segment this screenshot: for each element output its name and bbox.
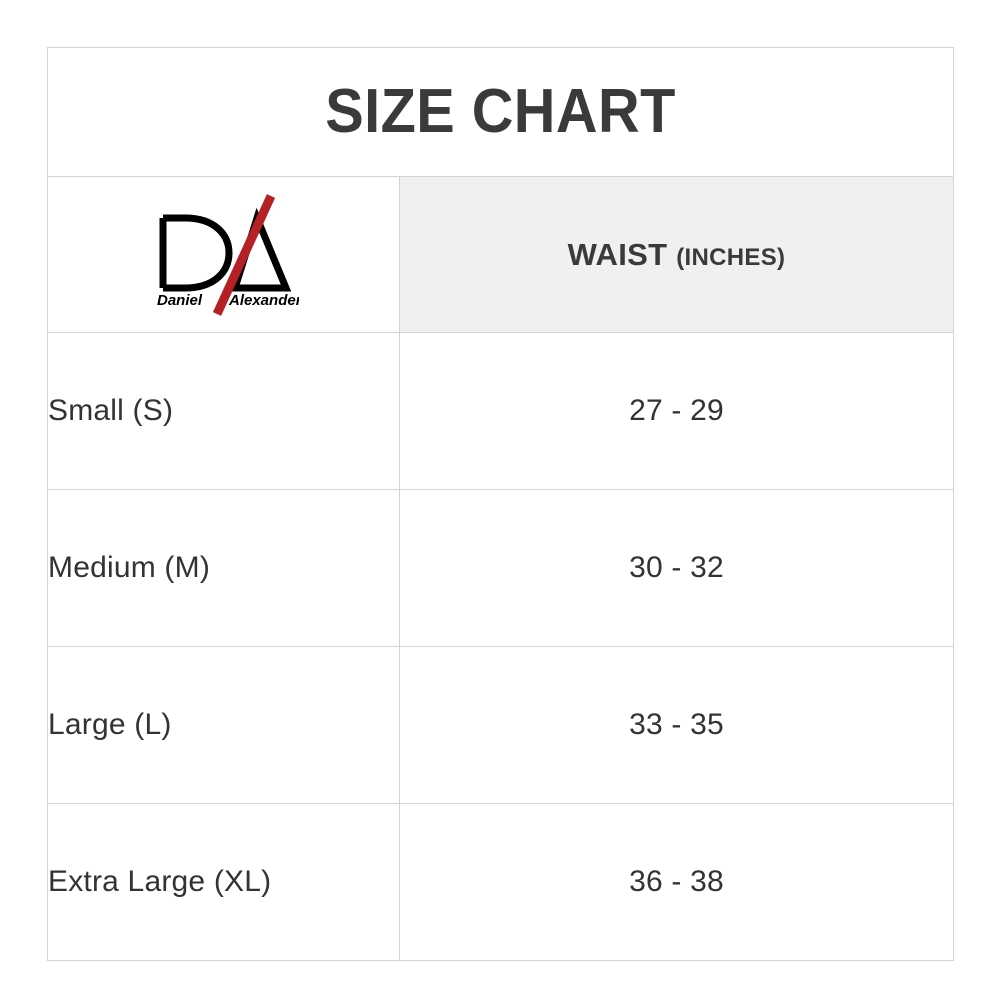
table-row: Large (L) 33 - 35 (47, 646, 954, 804)
waist-value-cell: 33 - 35 (399, 646, 954, 804)
waist-value-cell: 36 - 38 (399, 803, 954, 961)
size-name-cell: Extra Large (XL) (47, 803, 400, 961)
logo-wordmark-last: Alexander (228, 292, 299, 309)
size-name-cell: Medium (M) (47, 489, 400, 647)
table-row: Medium (M) 30 - 32 (47, 489, 954, 647)
size-label: Extra Large (XL) (48, 865, 272, 898)
size-label: Large (L) (48, 708, 172, 741)
waist-value: 33 - 35 (629, 708, 724, 741)
waist-value: 30 - 32 (629, 551, 724, 584)
size-label: Small (S) (48, 394, 174, 427)
waist-header-cell: WAIST (INCHES) (399, 176, 954, 333)
waist-value: 36 - 38 (629, 865, 724, 898)
title-row: SIZE CHART (47, 47, 954, 177)
size-label: Medium (M) (48, 551, 211, 584)
logo-wordmark-first: Daniel (157, 292, 203, 309)
size-name-cell: Small (S) (47, 332, 400, 490)
chart-title-cell: SIZE CHART (47, 47, 954, 177)
waist-value-cell: 27 - 29 (399, 332, 954, 490)
table-header-row: Daniel Alexander WAIST (INCHES) (47, 176, 954, 333)
page-title: SIZE CHART (325, 77, 676, 146)
table-row: Extra Large (XL) 36 - 38 (47, 803, 954, 961)
table-row: Small (S) 27 - 29 (47, 332, 954, 490)
size-chart-table: SIZE CHART (47, 47, 954, 961)
brand-logo-cell: Daniel Alexander (47, 176, 400, 333)
waist-header-label: WAIST (567, 236, 668, 272)
daniel-alexander-logo-icon: Daniel Alexander (157, 194, 299, 316)
brand-logo: Daniel Alexander (149, 192, 299, 317)
waist-value: 27 - 29 (629, 394, 724, 427)
waist-header-units: (INCHES) (676, 243, 786, 271)
size-name-cell: Large (L) (47, 646, 400, 804)
waist-value-cell: 30 - 32 (399, 489, 954, 647)
